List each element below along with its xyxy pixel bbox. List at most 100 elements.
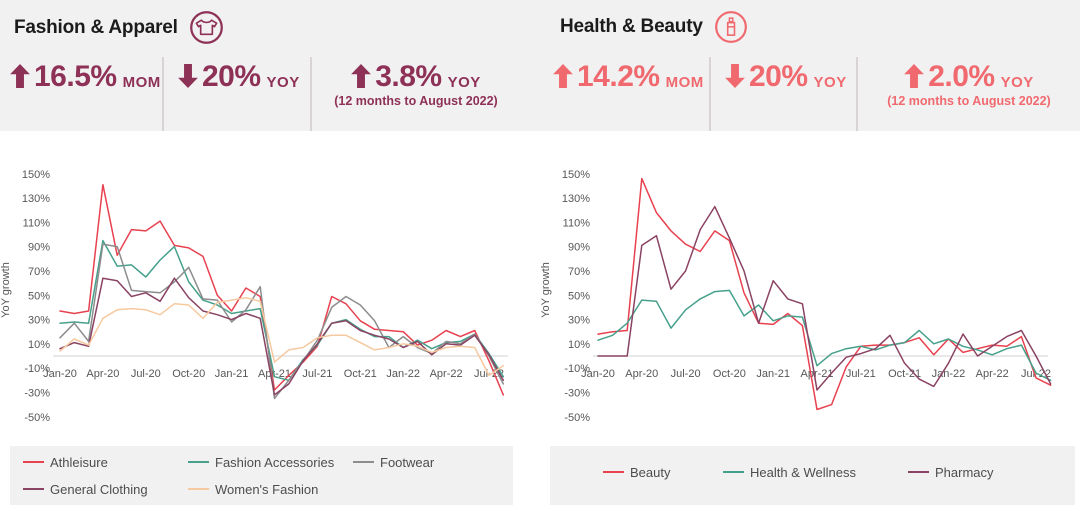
trend-up-icon bbox=[10, 64, 30, 88]
y-tick-label: -50% bbox=[24, 412, 50, 424]
legend-item-fashion-accessories: Fashion Accessories bbox=[188, 452, 334, 472]
series-line-women-s-fashion bbox=[59, 296, 505, 377]
health-legend: Beauty Health & Wellness Pharmacy bbox=[550, 446, 1075, 505]
legend-swatch-line bbox=[603, 471, 624, 473]
x-tick-label: Jul-21 bbox=[846, 368, 876, 380]
stat-value: 2.0% bbox=[928, 60, 995, 93]
health-line-chart: 150% 130% 110% 90% 70% 50% 30% 10% -10% -30% -50% Y… bbox=[540, 169, 1052, 424]
trend-down-icon bbox=[725, 64, 745, 88]
trend-up-icon bbox=[904, 64, 925, 88]
stat-value: 3.8% bbox=[375, 60, 442, 93]
y-tick-label: 110% bbox=[563, 217, 591, 229]
y-tick-label: 130% bbox=[562, 193, 590, 205]
fashion-stat-12m-yoy: 3.8% YOY (12 months to August 2022) bbox=[312, 57, 520, 131]
fashion-stat-mom: 16.5% MOM bbox=[0, 57, 164, 131]
legend-item-beauty: Beauty bbox=[603, 462, 670, 482]
x-tick-label: Apr-22 bbox=[430, 368, 463, 380]
y-tick-label: 50% bbox=[568, 290, 590, 302]
x-tick-label: Oct-21 bbox=[344, 368, 377, 380]
fashion-legend: Athleisure Fashion Accessories Footwear Gen… bbox=[10, 446, 513, 505]
stat-caption: (12 months to August 2022) bbox=[334, 94, 498, 108]
trend-down-icon bbox=[178, 64, 198, 88]
y-tick-label: 10% bbox=[568, 339, 590, 351]
fashion-panel-header: Fashion & Apparel bbox=[14, 10, 224, 45]
series-line-athleisure bbox=[59, 183, 505, 396]
y-tick-label: 30% bbox=[568, 315, 590, 327]
legend-swatch-line bbox=[188, 461, 209, 463]
legend-label: Pharmacy bbox=[935, 464, 994, 480]
y-tick-label: 30% bbox=[28, 315, 50, 327]
fashion-stats-row: 16.5% MOM 20% YOY 3.8% YOY (12 months to… bbox=[0, 57, 520, 131]
y-tick-label: -10% bbox=[564, 363, 590, 375]
fashion-line-chart: 150% 130% 110% 90% 70% 50% 30% 10% -10% -30% -50% Y… bbox=[0, 169, 508, 424]
stat-value: 20% bbox=[749, 60, 808, 93]
x-tick-label: Jan-22 bbox=[932, 368, 966, 380]
trend-up-icon bbox=[553, 64, 573, 88]
stat-value: 16.5% bbox=[34, 60, 117, 93]
y-tick-label: 130% bbox=[22, 193, 50, 205]
x-tick-label: Jan-22 bbox=[386, 368, 420, 380]
legend-item-health-wellness: Health & Wellness bbox=[723, 462, 856, 482]
health-stat-yoy: 20% YOY bbox=[711, 57, 858, 131]
legend-swatch-line bbox=[908, 471, 929, 473]
x-tick-label: Apr-20 bbox=[625, 368, 658, 380]
y-axis-title: YoY growth bbox=[540, 262, 552, 318]
stat-unit: YOY bbox=[266, 74, 300, 91]
y-tick-label: -10% bbox=[24, 363, 50, 375]
series-line-fashion-accessories bbox=[59, 239, 505, 382]
fashion-stat-yoy: 20% YOY bbox=[164, 57, 312, 131]
x-tick-label: Jul-20 bbox=[671, 368, 701, 380]
y-axis-title: YoY growth bbox=[0, 262, 12, 318]
legend-swatch-line bbox=[353, 461, 374, 463]
stat-value: 14.2% bbox=[577, 60, 660, 93]
series-line-health-wellness bbox=[597, 289, 1052, 382]
y-tick-label: 70% bbox=[568, 266, 590, 278]
legend-item-athleisure: Athleisure bbox=[23, 452, 108, 472]
health-stat-12m-yoy: 2.0% YOY (12 months to August 2022) bbox=[858, 57, 1080, 131]
x-tick-label: Jan-21 bbox=[756, 368, 790, 380]
y-tick-label: 90% bbox=[568, 242, 590, 254]
x-tick-label: Oct-20 bbox=[172, 368, 205, 380]
legend-item-footwear: Footwear bbox=[353, 452, 434, 472]
legend-item-women-s-fashion: Women's Fashion bbox=[188, 479, 318, 499]
stat-caption: (12 months to August 2022) bbox=[887, 94, 1051, 108]
legend-label: Athleisure bbox=[50, 454, 108, 470]
legend-label: Women's Fashion bbox=[215, 481, 319, 497]
x-tick-label: Jul-21 bbox=[302, 368, 332, 380]
stat-number-row: 3.8% YOY bbox=[351, 61, 481, 93]
health-panel-title: Health & Beauty bbox=[560, 16, 703, 37]
legend-item-general-clothing: General Clothing bbox=[23, 479, 148, 499]
y-tick-label: 150% bbox=[22, 169, 50, 181]
legend-swatch-line bbox=[23, 488, 44, 490]
fashion-panel-title: Fashion & Apparel bbox=[14, 16, 178, 38]
tshirt-icon bbox=[189, 11, 223, 44]
stat-unit: MOM bbox=[665, 74, 704, 91]
legend-label: Footwear bbox=[380, 454, 435, 470]
health-stat-mom: 14.2% MOM bbox=[540, 57, 711, 131]
header-band bbox=[0, 0, 1080, 131]
x-tick-label: Apr-20 bbox=[86, 368, 119, 380]
stat-unit: YOY bbox=[1000, 74, 1034, 91]
y-tick-label: 70% bbox=[28, 266, 50, 278]
y-tick-label: 110% bbox=[23, 217, 51, 229]
lipstick-icon bbox=[714, 11, 747, 43]
stat-unit: YOY bbox=[447, 74, 481, 91]
y-tick-label: 150% bbox=[562, 169, 590, 181]
stat-unit: MOM bbox=[122, 74, 161, 91]
x-tick-label: Jul-20 bbox=[131, 368, 161, 380]
series-line-pharmacy bbox=[597, 205, 1052, 391]
y-tick-label: 50% bbox=[28, 290, 50, 302]
x-tick-label: Apr-21 bbox=[800, 368, 833, 380]
y-tick-label: 10% bbox=[28, 339, 50, 351]
legend-swatch-line bbox=[723, 471, 744, 473]
stat-number-row: 2.0% YOY bbox=[904, 61, 1034, 93]
health-stats-row: 14.2% MOM 20% YOY 2.0% YOY (12 months to… bbox=[540, 57, 1080, 131]
legend-label: Health & Wellness bbox=[750, 464, 856, 480]
x-tick-label: Jan-20 bbox=[581, 368, 615, 380]
stat-value: 20% bbox=[202, 60, 261, 93]
legend-swatch-line bbox=[23, 461, 44, 463]
series-line-general-clothing bbox=[59, 277, 505, 396]
x-tick-label: Jan-21 bbox=[215, 368, 249, 380]
x-tick-label: Jan-20 bbox=[43, 368, 77, 380]
x-tick-label: Apr-22 bbox=[976, 368, 1009, 380]
